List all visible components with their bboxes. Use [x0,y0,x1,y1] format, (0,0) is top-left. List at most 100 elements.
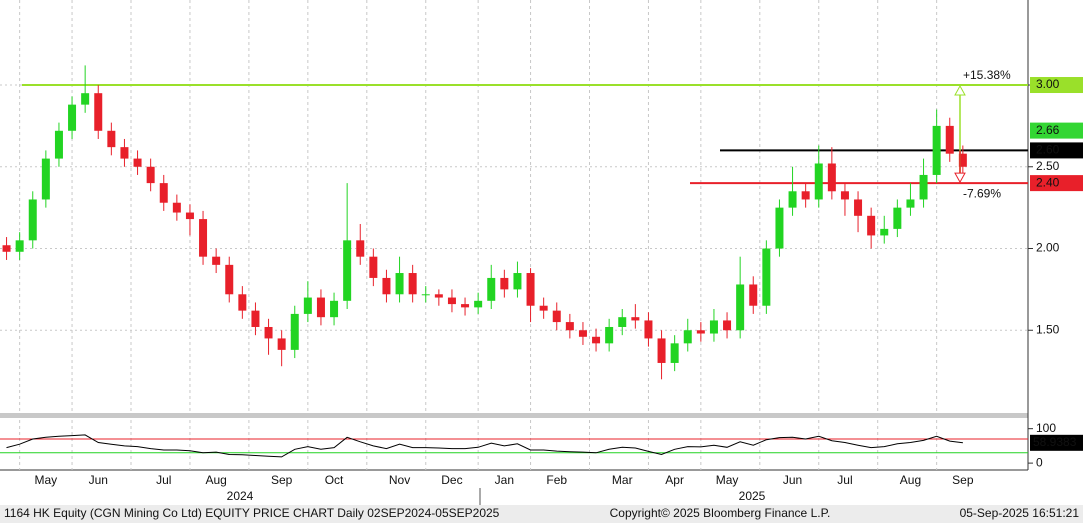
x-tick-label: Jul [837,473,852,487]
x-tick-label: Sep [271,473,293,487]
candle-body [893,207,902,229]
x-tick-label: Aug [900,473,921,487]
candle-body [827,163,836,192]
level-label: 2.40 [1036,175,1060,189]
candle-body [172,202,181,213]
candle-body [54,130,63,159]
candle-body [578,330,587,337]
candle-body [565,322,574,331]
candle-body [605,326,614,344]
candle-body [264,326,273,339]
rsi-tick-label: 0 [1036,455,1043,469]
panel-divider [0,413,1028,418]
x-tick-label: Jan [495,473,514,487]
candle-body [539,305,548,311]
candle-body [356,240,365,257]
candle-body [251,310,260,327]
candle-body [290,313,299,350]
candle-body [670,343,679,363]
x-tick-label: Aug [205,473,226,487]
rsi-line [6,434,963,458]
candle-body [382,277,391,295]
level-label: 3.00 [1036,77,1060,91]
level-box [1030,77,1083,94]
candle-body [185,212,194,220]
candle-body [330,300,339,318]
candle-body [316,297,325,318]
x-tick-label: Mar [612,473,633,487]
candle-body [146,166,155,184]
year-label: 2025 [739,489,766,503]
candle-body [395,273,404,295]
candle-body [343,240,352,301]
arrow-head [954,172,966,184]
candle-body [736,284,745,331]
x-tick-label: Oct [325,473,344,487]
x-tick-label: Dec [441,473,462,487]
candle-body [447,297,456,305]
candle-body [159,183,168,203]
candle-body [212,256,221,265]
candle-body [434,294,443,298]
x-tick-label: Feb [546,473,567,487]
year-label: 2024 [227,489,254,503]
x-tick-label: May [35,473,58,487]
annotation: -7.69% [963,186,1001,200]
candle-body [762,248,771,306]
candle-body [199,219,208,257]
candle-body [2,245,11,252]
candle-body [238,294,247,311]
level-box [1030,142,1083,159]
footer-right: 05-Sep-2025 16:51:21 [960,506,1080,520]
candle-body [932,125,941,175]
level-box [1030,122,1083,139]
x-tick-label: Apr [665,473,684,487]
candle-body [15,240,24,252]
candle-body [801,191,810,200]
candle-body [814,163,823,200]
candle-body [906,199,915,208]
candle-body [28,199,37,241]
footer: 1164 HK Equity (CGN Mining Co Ltd) EQUIT… [4,506,1079,520]
rsi-last-label: 58.9383 [1033,435,1077,449]
rsi-tick-label: 100 [1036,421,1056,435]
candle-body [644,320,653,339]
candle-body [303,297,312,314]
arrow-head [954,84,966,96]
candle-body [107,130,116,148]
footer-bar [0,505,1083,523]
x-tick-label: Jul [156,473,171,487]
candle-body [618,317,627,327]
footer-left: 1164 HK Equity (CGN Mining Co Ltd) EQUIT… [4,506,500,520]
y-tick-label: 2.50 [1036,159,1060,173]
candle-body [421,294,430,296]
candle-body [277,338,286,350]
x-tick-label: May [716,473,739,487]
level-label: 2.66 [1036,123,1060,137]
candle-body [723,320,732,331]
level-label: 2.60 [1036,143,1060,157]
candle-body [592,336,601,344]
candle-body [133,158,142,167]
y-tick-label: 2.00 [1036,241,1060,255]
candle-body [683,330,692,344]
candle-body [487,277,496,301]
level-box [1030,175,1083,192]
candle-body [880,228,889,236]
x-tick-label: Nov [389,473,410,487]
candle-body [526,273,535,306]
rsi-last-box [1030,434,1083,451]
candle-body [919,174,928,200]
candle-body [631,317,640,321]
candle-body [867,215,876,236]
candle-body [120,147,129,159]
candle-body [513,273,522,290]
candle-body [41,158,50,200]
candle-body [788,191,797,208]
candle-body [945,125,954,154]
y-tick-label: 1.50 [1036,322,1060,336]
candle-body [709,320,718,334]
candle-body [854,199,863,216]
candle-body [369,256,378,278]
